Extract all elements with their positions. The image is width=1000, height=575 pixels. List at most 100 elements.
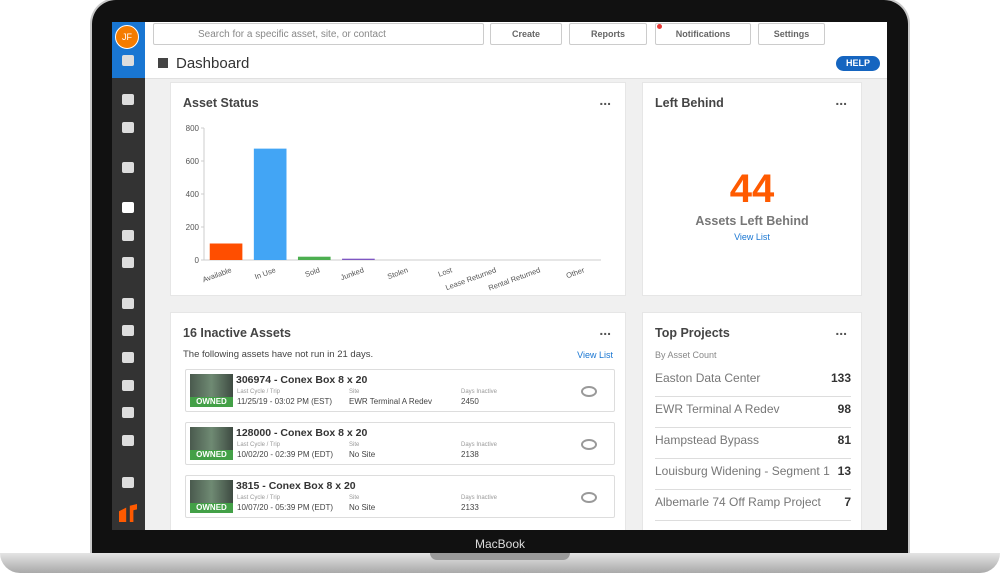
left-behind-caption: Assets Left Behind <box>695 214 809 228</box>
sidebar-icon[interactable] <box>122 435 134 446</box>
x-tick-label: Stolen <box>386 265 409 281</box>
project-row[interactable]: Easton Data Center 133 <box>655 365 851 397</box>
sidebar-icon[interactable] <box>122 55 134 66</box>
project-row[interactable]: EWR Terminal A Redev 98 <box>655 396 851 428</box>
asset-status-card: Asset Status ... 0 200 400 600 800 Available I… <box>170 82 626 296</box>
sidebar-icon[interactable] <box>122 94 134 105</box>
card-menu[interactable]: ... <box>835 92 847 108</box>
bar <box>342 258 375 260</box>
left-behind-count: 44 <box>729 167 775 211</box>
y-tick-label: 600 <box>186 157 200 166</box>
sidebar-icon[interactable] <box>122 352 134 363</box>
project-name: Louisburg Widening - Segment 1 <box>655 464 830 478</box>
project-count: 7 <box>844 495 851 509</box>
x-tick-label: In Use <box>253 265 276 281</box>
help-button[interactable]: HELP <box>836 56 880 71</box>
card-title: Asset Status <box>183 96 259 110</box>
bar <box>253 148 287 260</box>
owned-badge: OWNED <box>190 503 233 513</box>
logo <box>119 504 137 522</box>
project-count: 81 <box>837 433 851 447</box>
x-tick-label: Sold <box>304 265 321 279</box>
topbar-button[interactable]: Reports <box>569 23 647 45</box>
owned-badge: OWNED <box>190 450 233 460</box>
field-label: Days Inactive <box>461 495 498 501</box>
field-value: 10/07/20 - 05:39 PM (EDT) <box>237 503 334 512</box>
y-tick-label: 400 <box>186 190 200 199</box>
sidebar-icon[interactable] <box>122 162 134 173</box>
sidebar-icon[interactable] <box>122 380 134 391</box>
field-label: Site <box>349 442 360 448</box>
top-projects-card: Top Projects ... By Asset Count Easton D… <box>642 312 862 530</box>
field-value: 2450 <box>461 397 479 406</box>
topbar-button[interactable]: Notifications <box>655 23 751 45</box>
screen: JF Search for a specific asset, site, or… <box>112 22 887 530</box>
bar-chart: 0 200 400 600 800 Available In Use Sold Junked St… <box>186 124 601 293</box>
card-menu[interactable]: ... <box>835 322 847 338</box>
y-tick-label: 200 <box>186 223 200 232</box>
bar <box>297 256 331 260</box>
project-name: EWR Terminal A Redev <box>655 402 780 416</box>
x-tick-label: Other <box>565 265 586 280</box>
sidebar-icon[interactable] <box>122 407 134 418</box>
field-value: EWR Terminal A Redev <box>349 397 432 406</box>
sidebar-icon[interactable] <box>122 202 134 213</box>
field-value: 2133 <box>461 503 479 512</box>
page-header: Dashboard HELP <box>145 48 887 79</box>
asset-name: 128000 - Conex Box 8 x 20 <box>236 427 368 439</box>
view-list-link[interactable]: View List <box>577 350 613 360</box>
asset-item[interactable]: OWNED 3815 - Conex Box 8 x 20 Last Cycle /… <box>185 475 615 518</box>
y-tick-label: 800 <box>186 124 200 133</box>
view-icon[interactable] <box>581 386 597 397</box>
field-label: Site <box>349 389 360 395</box>
card-subtitle: By Asset Count <box>655 350 717 360</box>
card-menu[interactable]: ... <box>599 322 611 338</box>
project-row[interactable]: Albemarle 74 Off Ramp Project 7 <box>655 489 851 521</box>
view-icon[interactable] <box>581 492 597 503</box>
sidebar-icon[interactable] <box>122 230 134 241</box>
card-title: 16 Inactive Assets <box>183 326 291 340</box>
sidebar-icon[interactable] <box>122 298 134 309</box>
sidebar-icon[interactable] <box>122 257 134 268</box>
field-label: Last Cycle / Trip <box>237 442 281 448</box>
dashboard-icon <box>158 58 168 68</box>
topbar-button[interactable]: Create <box>490 23 562 45</box>
owned-badge: OWNED <box>190 397 233 407</box>
card-title: Top Projects <box>655 326 730 340</box>
field-label: Site <box>349 495 360 501</box>
field-value: No Site <box>349 450 376 459</box>
inactive-assets-card: 16 Inactive Assets ... The following ass… <box>170 312 626 530</box>
view-list-link[interactable]: View List <box>734 232 770 242</box>
card-subtitle: The following assets have not run in 21 … <box>183 349 374 360</box>
project-name: Hampstead Bypass <box>655 433 760 447</box>
sidebar-icon[interactable] <box>122 325 134 336</box>
asset-item[interactable]: OWNED 306974 - Conex Box 8 x 20 Last Cycle… <box>185 369 615 412</box>
laptop-notch <box>430 553 570 560</box>
laptop-base <box>0 553 1000 573</box>
field-label: Last Cycle / Trip <box>237 389 281 395</box>
project-row[interactable]: Louisburg Widening - Segment 1 13 <box>655 458 851 490</box>
notification-dot <box>657 24 662 29</box>
y-tick-label: 0 <box>195 256 200 265</box>
field-label: Days Inactive <box>461 389 498 395</box>
sidebar-icon[interactable] <box>122 477 134 488</box>
field-value: No Site <box>349 503 376 512</box>
topbar: Search for a specific asset, site, or co… <box>145 22 887 48</box>
card-menu[interactable]: ... <box>599 92 611 108</box>
x-tick-label: Lost <box>437 265 454 279</box>
view-icon[interactable] <box>581 439 597 450</box>
sidebar-icon[interactable] <box>122 122 134 133</box>
project-count: 13 <box>837 464 851 478</box>
sidebar: JF <box>112 22 145 530</box>
left-behind-card: Left Behind ... 44 Assets Left Behind Vi… <box>642 82 862 296</box>
topbar-button[interactable]: Settings <box>758 23 825 45</box>
search-box[interactable]: Search for a specific asset, site, or co… <box>153 23 484 45</box>
project-count: 133 <box>830 371 851 385</box>
x-tick-label: Junked <box>339 265 365 282</box>
avatar[interactable]: JF <box>115 25 139 49</box>
field-label: Last Cycle / Trip <box>237 495 281 501</box>
x-tick-label: Available <box>201 265 233 284</box>
project-row[interactable]: Hampstead Bypass 81 <box>655 427 851 459</box>
asset-item[interactable]: OWNED 128000 - Conex Box 8 x 20 Last Cycle… <box>185 422 615 465</box>
